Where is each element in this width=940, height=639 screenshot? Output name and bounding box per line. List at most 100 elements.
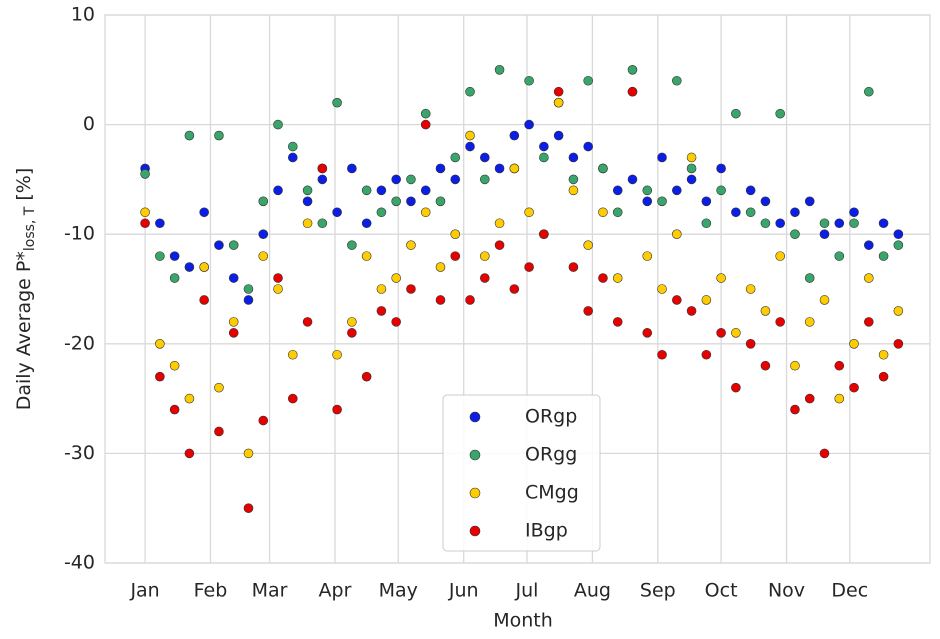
y-tick-label: 0 (83, 113, 95, 135)
data-point (169, 251, 180, 261)
data-point (686, 174, 697, 185)
y-tick-label: -20 (64, 332, 95, 354)
data-point (686, 163, 697, 174)
data-point (849, 207, 859, 218)
data-point (420, 119, 431, 130)
data-point (287, 152, 298, 163)
data-point (804, 273, 815, 283)
data-point (494, 65, 505, 75)
data-point (834, 360, 845, 371)
data-point (864, 317, 874, 327)
data-point (716, 185, 726, 196)
legend-marker (469, 525, 481, 537)
data-point (642, 185, 653, 196)
data-point (302, 218, 313, 229)
data-point (716, 163, 726, 174)
data-point (819, 229, 830, 239)
data-point (479, 152, 490, 163)
data-point (539, 152, 549, 163)
x-tick-label: Nov (768, 580, 805, 602)
data-point (598, 207, 608, 218)
data-point (834, 218, 845, 229)
data-point (406, 174, 416, 185)
data-point (657, 152, 667, 163)
data-point (450, 229, 461, 239)
data-point (258, 229, 269, 239)
data-point (287, 393, 298, 404)
data-point (332, 404, 342, 415)
data-point (731, 328, 741, 338)
x-tick-label: Apr (319, 580, 352, 602)
data-point (672, 185, 682, 196)
data-point (347, 240, 357, 250)
data-point (790, 229, 800, 239)
data-point (627, 65, 638, 75)
data-point (479, 251, 490, 261)
data-point (509, 130, 520, 141)
legend-label: IBgp (525, 520, 568, 542)
data-point (169, 404, 180, 415)
data-point (361, 185, 372, 196)
x-tick-label: Jun (448, 580, 479, 602)
data-point (347, 328, 357, 338)
y-label-sub: loss, T (22, 206, 38, 251)
data-point (465, 141, 475, 152)
data-point (199, 207, 209, 218)
data-point (465, 86, 475, 97)
data-point (612, 185, 623, 196)
data-point (553, 130, 564, 141)
plot-frame (104, 14, 931, 564)
data-point (347, 317, 357, 327)
data-point (228, 317, 239, 327)
data-point (524, 119, 534, 130)
data-point (583, 141, 593, 152)
y-tick-label: 10 (71, 4, 95, 26)
data-point (864, 86, 874, 97)
legend: ORgp ORgg CMgg IBgp (442, 394, 601, 552)
data-point (169, 273, 180, 283)
data-point (317, 163, 328, 174)
data-point (731, 382, 741, 393)
data-point (775, 218, 785, 229)
data-point (568, 152, 579, 163)
data-point (775, 251, 785, 261)
data-point (435, 163, 446, 174)
data-point (834, 393, 845, 404)
x-tick-label: Mar (252, 580, 288, 602)
y-label-main: Daily Average P* (13, 251, 35, 410)
data-point (243, 503, 254, 514)
data-point (465, 130, 475, 141)
y-tick-label: -30 (64, 442, 95, 464)
x-tick-label: Dec (831, 580, 868, 602)
data-point (716, 328, 726, 338)
data-point (391, 317, 401, 327)
data-point (420, 185, 431, 196)
data-point (406, 284, 416, 294)
data-point (228, 240, 239, 250)
data-point (745, 338, 756, 349)
data-point (804, 196, 815, 207)
data-point (361, 371, 372, 382)
data-point (834, 251, 845, 261)
data-point (760, 360, 771, 371)
data-point (864, 240, 874, 250)
data-point (539, 141, 549, 152)
data-point (568, 185, 579, 196)
data-point (347, 163, 357, 174)
data-point (184, 393, 195, 404)
data-point (287, 349, 298, 360)
data-point (450, 251, 461, 261)
data-point (391, 273, 401, 283)
data-point (199, 295, 209, 305)
data-point (701, 218, 712, 229)
data-point (790, 207, 800, 218)
data-point (287, 141, 298, 152)
data-point (302, 317, 313, 327)
data-point (819, 295, 830, 305)
data-point (804, 317, 815, 327)
data-point (243, 284, 254, 294)
data-point (672, 295, 682, 305)
data-point (140, 218, 150, 229)
data-point (878, 218, 889, 229)
x-tick-label: May (379, 580, 418, 602)
